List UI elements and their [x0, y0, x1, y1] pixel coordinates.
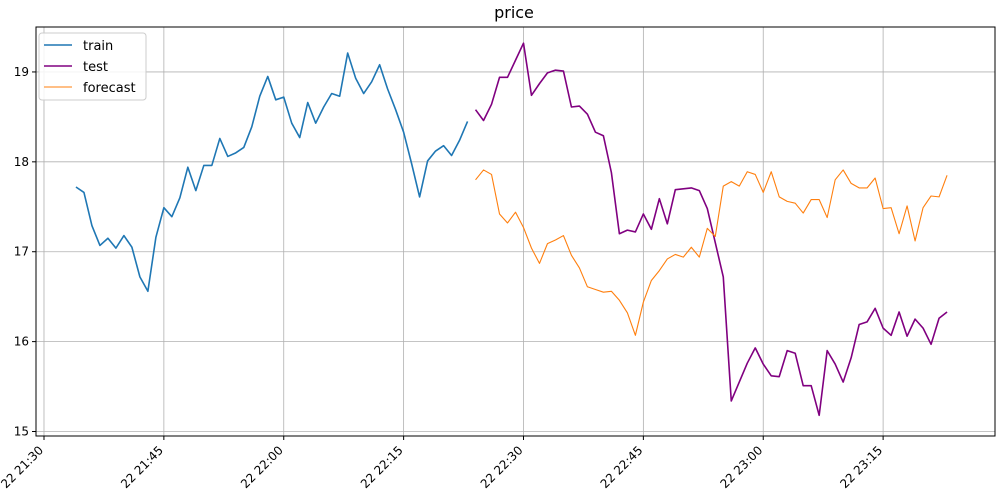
y-tick-label: 17	[14, 245, 29, 259]
legend: train test forecast	[38, 32, 147, 101]
plot-frame	[35, 26, 996, 437]
series-line-forecast	[475, 169, 948, 336]
y-axis-ticks: 15 16 17 18 19	[14, 65, 36, 439]
y-tick-label: 19	[14, 65, 29, 79]
chart-title: price	[494, 3, 534, 22]
legend-label-train: train	[83, 39, 113, 54]
y-tick-label: 15	[14, 425, 29, 439]
legend-label-test: test	[83, 60, 108, 75]
legend-box	[38, 32, 147, 101]
legend-label-forecast: forecast	[83, 81, 136, 96]
plot-area	[36, 27, 995, 436]
grid	[36, 27, 995, 436]
y-tick-label: 18	[14, 155, 29, 169]
series-line-train	[75, 52, 469, 293]
y-tick-label: 16	[14, 335, 29, 349]
series-line-test	[474, 42, 948, 417]
series-layer	[75, 42, 948, 417]
